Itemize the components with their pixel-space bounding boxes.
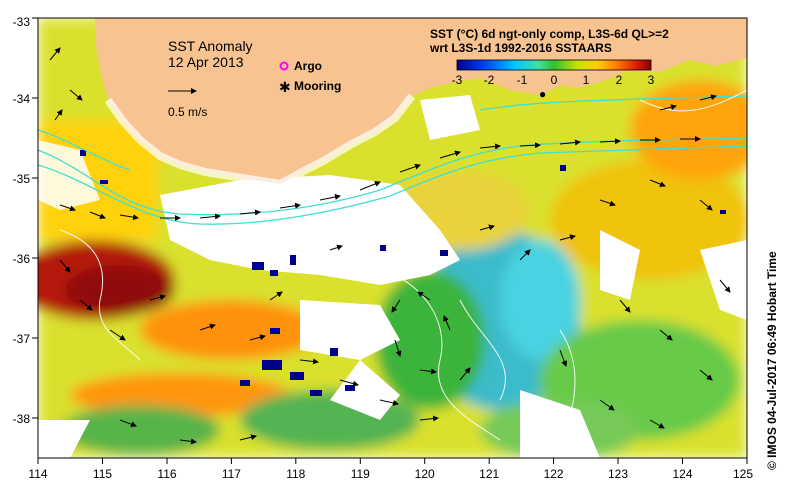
x-tick-label: 114 [28, 467, 47, 481]
x-tick-label: 122 [544, 467, 564, 481]
x-tick-label: 116 [157, 467, 176, 481]
y-axis-labels: -33 -34 -35 -36 -37 -38 [13, 15, 31, 426]
x-tick-label: 118 [286, 467, 305, 481]
x-axis-labels: 114 115 116 117 118 119 120 121 122 123 … [28, 467, 753, 481]
mooring-marker: ✱ [279, 79, 291, 95]
y-tick-label: -33 [13, 15, 31, 29]
colorbar-tick: 2 [616, 73, 623, 87]
imos-credit: © IMOS 04-Jul-2017 06:49 Hobart Time [765, 251, 779, 470]
velocity-arrows [49, 47, 731, 445]
x-tick-label: 124 [672, 467, 692, 481]
sst-field [38, 18, 747, 458]
colorbar-ticks: -3 -2 -1 0 1 2 3 [452, 73, 655, 87]
x-tick-label: 115 [93, 467, 112, 481]
x-tick-label: 117 [222, 467, 241, 481]
colorbar-tick: -1 [517, 73, 528, 87]
x-tick-label: 125 [733, 467, 753, 481]
colorbar-tick: 1 [583, 73, 590, 87]
colorbar-title-1: SST (°C) 6d ngt-only comp, L3S-6d QL>=2 [430, 27, 669, 41]
x-tick-label: 121 [479, 467, 499, 481]
colorbar [456, 59, 652, 71]
colorbar-tick: -2 [484, 73, 495, 87]
land-mass [95, 18, 747, 184]
y-tick-label: -36 [13, 252, 31, 266]
argo-legend-label: Argo [294, 59, 322, 73]
y-tick-label: -38 [13, 412, 31, 426]
x-tick-label: 123 [608, 467, 628, 481]
x-tick-label: 120 [415, 467, 435, 481]
y-tick-label: -35 [13, 172, 31, 186]
mooring-legend-label: Mooring [294, 79, 341, 93]
colorbar-title-2: wrt L3S-1d 1992-2016 SSTAARS [429, 41, 612, 55]
map-date: 12 Apr 2013 [168, 54, 244, 70]
colorbar-tick: 3 [648, 73, 655, 87]
colorbar-tick: 0 [551, 73, 558, 87]
y-tick-label: -37 [13, 332, 31, 346]
axis-tick-marks [32, 17, 748, 464]
map-title: SST Anomaly [168, 38, 253, 54]
mooring-site-marker: ● [539, 87, 546, 101]
argo-marker [279, 61, 289, 71]
x-tick-label: 119 [351, 467, 370, 481]
plot-frame [37, 17, 748, 459]
y-tick-label: -34 [13, 92, 31, 106]
colorbar-tick: -3 [452, 73, 463, 87]
scale-label: 0.5 m/s [168, 105, 207, 119]
